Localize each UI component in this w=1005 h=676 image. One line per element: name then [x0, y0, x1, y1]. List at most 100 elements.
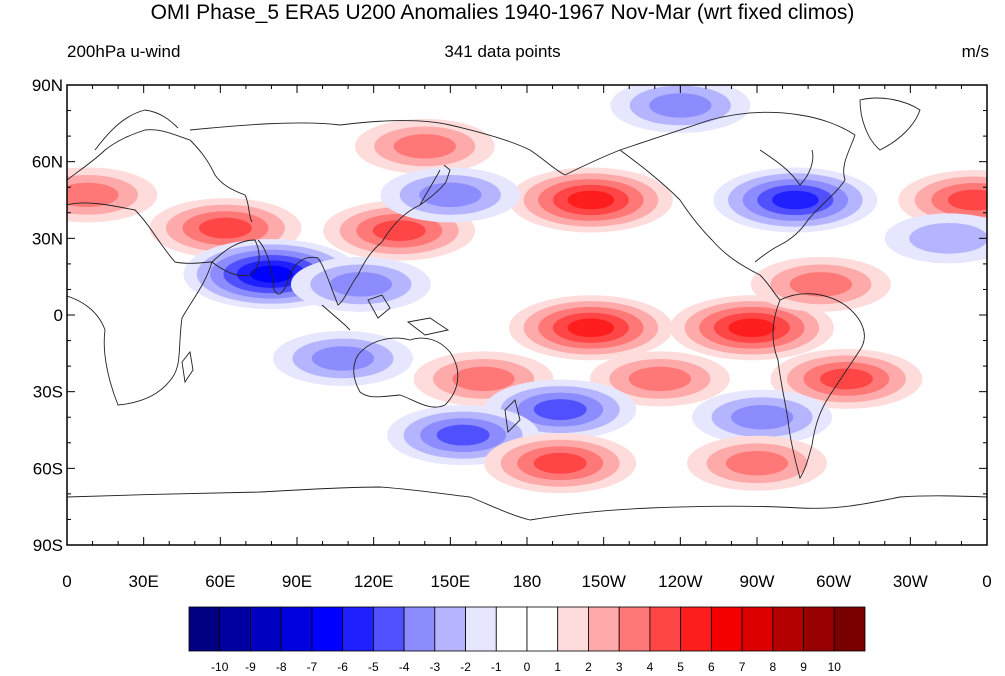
coast-madagascar: [181, 350, 194, 384]
colorbar-box: [649, 606, 682, 652]
colorbar-box: [342, 606, 374, 652]
anomaly-center: [713, 167, 878, 233]
colorbar-box: [403, 606, 436, 652]
anomaly-center: [508, 167, 673, 233]
lon-tick-label: 120W: [658, 572, 702, 591]
anomaly-contour: [311, 346, 375, 371]
anomaly-contour: [725, 451, 789, 476]
anomaly-center: [508, 295, 673, 361]
lat-tick-label: 60N: [32, 153, 63, 172]
colorbar-box: [557, 606, 589, 652]
anomaly-contour: [731, 405, 794, 430]
anomaly-contour: [789, 272, 853, 297]
anomaly-center: [770, 348, 923, 409]
axis-labels: 90N 60N 30N 0 30S 60S 90S 0 30E 60E 90E 120E 150E 180…: [32, 76, 992, 591]
anomaly-contour: [533, 399, 587, 420]
anomaly-center: [380, 167, 521, 223]
coast-arabia: [211, 239, 260, 277]
coast-africa: [67, 202, 213, 406]
anomaly-center: [273, 330, 413, 386]
colorbar-label: -5: [368, 660, 379, 674]
anomaly-contour: [533, 452, 587, 474]
colorbar-box: [219, 606, 251, 652]
colorbar-box: [833, 606, 866, 652]
coast-europe: [67, 129, 253, 223]
anomaly-shading: [67, 85, 987, 494]
colorbar-label: -6: [337, 660, 348, 674]
colorbar-box: [250, 606, 282, 652]
lon-tick-label: 180: [513, 572, 541, 591]
coast-australia: [353, 337, 459, 408]
coast-greenland: [859, 97, 921, 151]
colorbar-box: [526, 606, 559, 652]
lon-tick-label: 120E: [354, 572, 394, 591]
colorbar-label: -8: [276, 660, 287, 674]
anomaly-center: [354, 118, 495, 174]
lat-tick-label: 90S: [33, 536, 63, 555]
anomaly-center: [669, 295, 834, 361]
anomaly-center: [589, 351, 730, 407]
anomaly-contour: [728, 318, 776, 338]
colorbar-box: [280, 606, 313, 652]
coast-new-zealand: [504, 399, 521, 433]
anomaly-contour: [419, 182, 482, 208]
lat-tick-label: 0: [54, 306, 63, 325]
colorbar-labels: -10 -9 -8 -7 -6 -5 -4 -3 -2 -1 0 1 2 3 4 5 6 7 8 9 10: [211, 660, 841, 674]
coast-new-guinea: [406, 317, 450, 336]
colorbar-label: 9: [800, 660, 807, 674]
anomaly-center: [884, 213, 987, 264]
coast-alaska: [564, 111, 856, 176]
coast-borneo: [367, 294, 391, 319]
colorbar-label: -2: [460, 660, 471, 674]
colorbar-box: [618, 606, 651, 652]
colorbar-label: 3: [616, 660, 623, 674]
colorbar-label: -4: [399, 660, 410, 674]
colorbar-label: -3: [429, 660, 440, 674]
colorbar-label: 10: [828, 660, 842, 674]
anomaly-contour: [567, 318, 615, 338]
coast-india: [257, 239, 319, 295]
colorbar-box: [680, 606, 712, 652]
coast-japan: [419, 164, 451, 206]
colorbar-label: 0: [524, 660, 531, 674]
anomaly-contour: [771, 190, 819, 210]
lon-tick-label: 30E: [129, 572, 159, 591]
lat-tick-label: 90N: [32, 76, 63, 95]
axis-ticks: [66, 84, 988, 546]
colorbar-label: -7: [307, 660, 318, 674]
anomaly-contour: [393, 134, 456, 159]
units-label: m/s: [961, 42, 989, 61]
lon-tick-label: 60E: [205, 572, 235, 591]
lon-tick-label: 0: [62, 572, 71, 591]
colorbar-box: [588, 606, 620, 652]
lon-tick-label: 60W: [816, 572, 851, 591]
plot-title: OMI Phase_5 ERA5 U200 Anomalies 1940-196…: [150, 1, 855, 24]
colorbar-label: -9: [245, 660, 256, 674]
colorbar-label: 6: [708, 660, 715, 674]
anomaly-contour: [329, 272, 392, 297]
anomaly-contour: [947, 189, 987, 211]
anomaly-contour: [909, 222, 987, 254]
coast-scandinavia: [94, 109, 179, 151]
lat-tick-label: 30N: [32, 229, 63, 248]
anomaly-contour: [649, 93, 712, 118]
colorbar-label: -1: [491, 660, 502, 674]
colorbar-label: 4: [647, 660, 654, 674]
colorbar-box: [188, 606, 221, 652]
variable-label: 200hPa u-wind: [67, 42, 181, 61]
lon-tick-label: 90E: [282, 572, 312, 591]
coast-na-west: [619, 149, 781, 301]
coast-sumatra: [321, 304, 351, 331]
anomaly-center: [750, 256, 891, 312]
lon-tick-label: 150E: [430, 572, 470, 591]
colorbar-box: [741, 606, 774, 652]
coast-antarctica: [67, 486, 987, 521]
colorbar-label: 7: [739, 660, 746, 674]
colorbar-box: [772, 606, 804, 652]
lat-tick-label: 30S: [33, 383, 63, 402]
anomaly-contour: [436, 424, 490, 446]
colorbar-label: -10: [211, 660, 229, 674]
lon-tick-label: 30W: [893, 572, 928, 591]
